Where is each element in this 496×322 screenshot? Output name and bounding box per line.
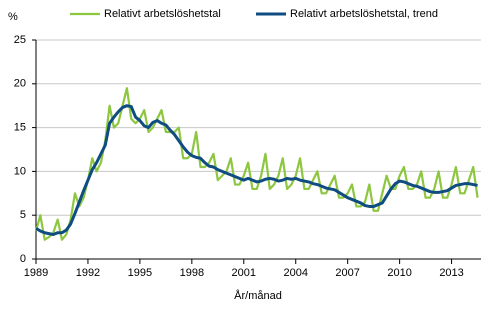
y-tick-label: 10 [14,165,26,177]
x-tick-label: 1995 [128,267,152,279]
legend-label: Relativt arbetslöshetstal [104,8,221,20]
x-tick-label: 1998 [180,267,204,279]
x-tick-label: 2010 [387,267,411,279]
x-tick-label: 2001 [232,267,256,279]
legend-label: Relativt arbetslöshetstal, trend [290,8,438,20]
y-tick-label: 25 [14,34,26,46]
y-tick-label: 15 [14,122,26,134]
y-unit: % [8,11,18,23]
y-tick-label: 5 [20,209,26,221]
x-tick-label: 2007 [335,267,359,279]
series-line [35,104,478,236]
x-tick-label: 1989 [24,267,48,279]
y-tick-label: 20 [14,78,26,90]
x-axis-label: År/månad [234,289,282,302]
x-tick-label: 2004 [283,267,307,279]
x-tick-label: 1992 [76,267,100,279]
y-tick-label: 0 [20,253,26,265]
x-tick-label: 2013 [439,267,463,279]
series-line [34,87,479,241]
